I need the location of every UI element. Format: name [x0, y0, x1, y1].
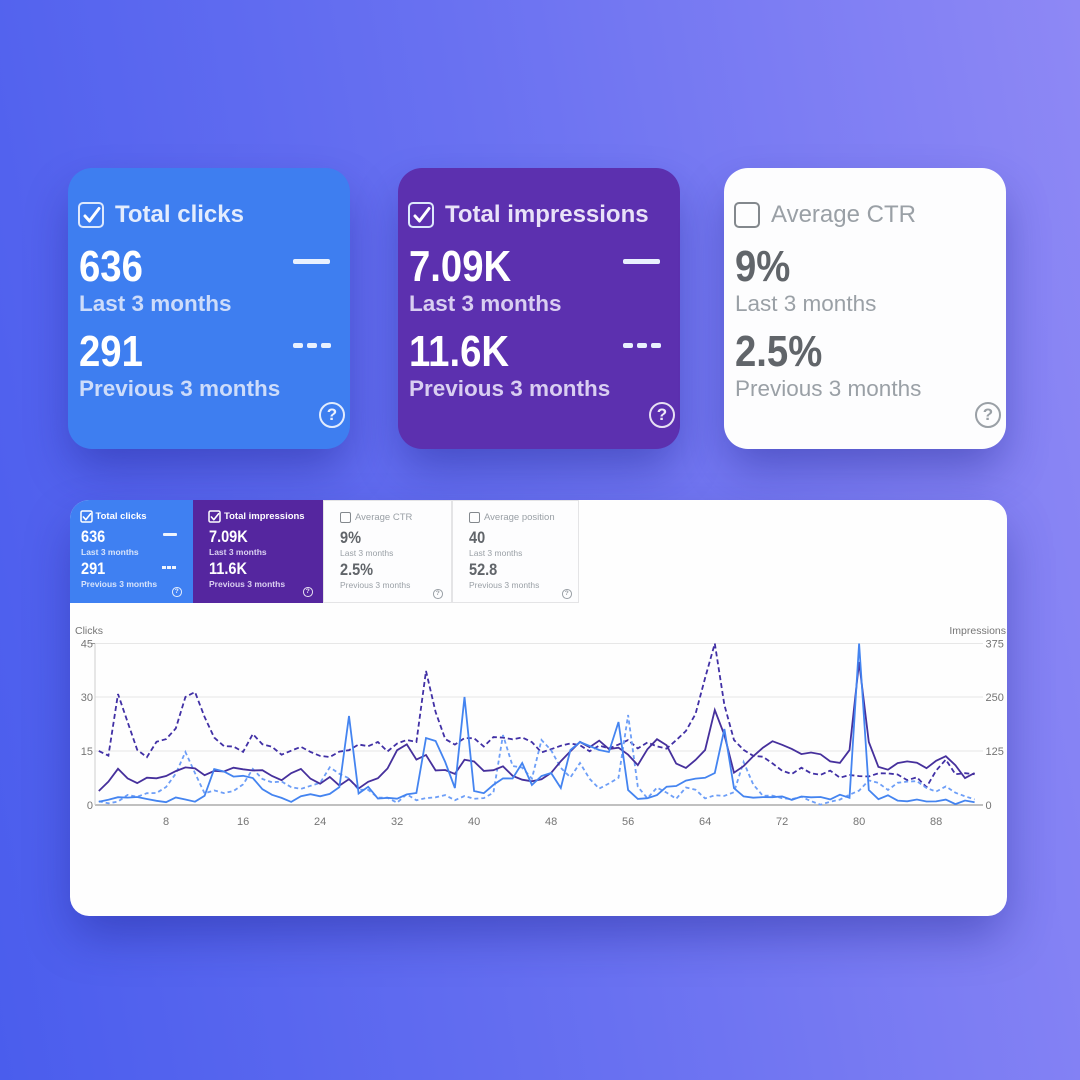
svg-text:40: 40 — [468, 816, 480, 828]
svg-text:32: 32 — [391, 816, 403, 828]
svg-text:48: 48 — [545, 816, 557, 828]
svg-text:375: 375 — [986, 639, 1004, 651]
svg-text:Impressions: Impressions — [949, 625, 1006, 637]
svg-text:24: 24 — [314, 816, 326, 828]
svg-text:16: 16 — [237, 816, 249, 828]
svg-text:250: 250 — [986, 692, 1004, 704]
svg-text:Clicks: Clicks — [75, 625, 103, 637]
svg-text:45: 45 — [81, 639, 93, 651]
svg-text:72: 72 — [776, 816, 788, 828]
svg-text:80: 80 — [853, 816, 865, 828]
svg-text:0: 0 — [87, 800, 93, 812]
svg-text:64: 64 — [699, 816, 711, 828]
svg-text:88: 88 — [930, 816, 942, 828]
svg-text:15: 15 — [81, 746, 93, 758]
svg-text:30: 30 — [81, 692, 93, 704]
svg-text:56: 56 — [622, 816, 634, 828]
svg-text:125: 125 — [986, 746, 1004, 758]
svg-text:8: 8 — [163, 816, 169, 828]
svg-text:0: 0 — [986, 800, 992, 812]
